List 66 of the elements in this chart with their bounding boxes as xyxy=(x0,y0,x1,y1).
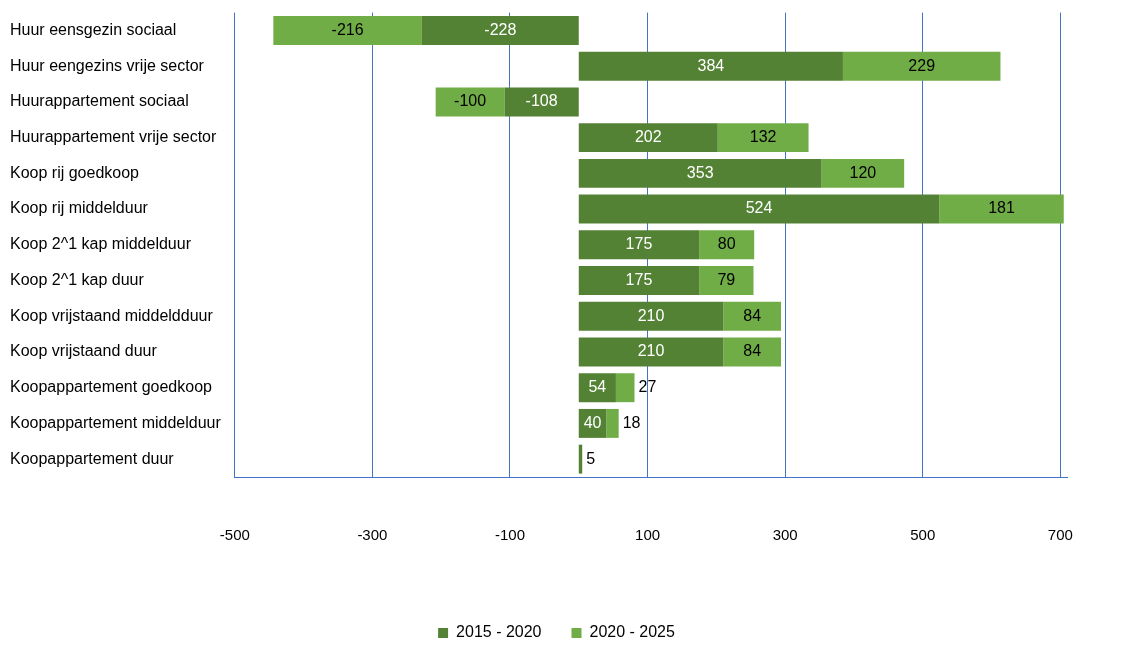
y-tick-label: Koop 2^1 kap duur xyxy=(10,270,145,288)
data-label: -216 xyxy=(331,20,364,38)
data-label: 40 xyxy=(583,413,602,431)
data-label: -228 xyxy=(484,20,517,38)
bar xyxy=(939,194,1064,224)
x-tick-label: 500 xyxy=(910,526,936,544)
bar xyxy=(699,230,755,260)
bar xyxy=(615,373,635,403)
y-tick-label: Koopappartement middelduur xyxy=(10,413,222,431)
data-label: 80 xyxy=(717,235,736,253)
data-label: 54 xyxy=(588,378,607,396)
legend-label: 2020 - 2025 xyxy=(589,623,676,641)
x-tick-label: 300 xyxy=(772,526,798,544)
y-tick-label: Koop rij goedkoop xyxy=(10,163,140,181)
bar xyxy=(578,51,843,81)
data-label: 210 xyxy=(637,306,665,324)
bar xyxy=(578,194,940,224)
bar xyxy=(273,15,422,45)
x-tick-label: -300 xyxy=(357,526,388,544)
bar xyxy=(578,158,822,188)
bar xyxy=(606,408,619,438)
data-label: 84 xyxy=(743,306,762,324)
data-label: 229 xyxy=(908,56,936,74)
x-tick-label: -100 xyxy=(494,526,525,544)
bar xyxy=(821,158,905,188)
x-tick-label: 700 xyxy=(1047,526,1073,544)
data-label: 353 xyxy=(686,163,714,181)
data-label: 132 xyxy=(749,128,777,146)
data-label: 524 xyxy=(745,199,773,217)
data-label: 384 xyxy=(697,56,725,74)
y-tick-label: Koopappartement goedkoop xyxy=(10,378,213,396)
bar xyxy=(842,51,1001,81)
y-tick-label: Koop vrijstaand middeldduur xyxy=(10,306,214,324)
data-label: 175 xyxy=(625,270,653,288)
bar xyxy=(578,266,700,295)
y-tick-label: Huur eengezins vrije sector xyxy=(10,56,205,74)
bar xyxy=(717,123,809,153)
data-label: 202 xyxy=(634,128,662,146)
y-tick-label: Koopappartement duur xyxy=(10,449,175,467)
bar xyxy=(578,123,718,153)
data-label: 175 xyxy=(625,235,653,253)
y-tick-label: Huurappartement sociaal xyxy=(10,92,189,110)
x-tick-label: 100 xyxy=(635,526,661,544)
bar xyxy=(504,87,579,117)
data-label: -100 xyxy=(454,92,487,110)
y-tick-label: Koop rij middelduur xyxy=(10,199,149,217)
bar xyxy=(723,301,782,331)
y-tick-label: Koop 2^1 kap middelduur xyxy=(10,235,192,253)
data-label: 210 xyxy=(637,342,665,360)
data-label: 120 xyxy=(849,163,877,181)
bar xyxy=(578,230,700,260)
legend-label: 2015 - 2020 xyxy=(456,623,542,641)
bar xyxy=(421,15,579,45)
bar xyxy=(578,301,724,331)
data-label: -108 xyxy=(525,92,558,110)
bar xyxy=(578,337,724,367)
y-tick-label: Huur eensgezin sociaal xyxy=(10,20,177,38)
y-tick-label: Huurappartement vrije sector xyxy=(10,128,217,146)
data-label: 5 xyxy=(586,449,596,467)
bar xyxy=(699,266,754,295)
data-label: 84 xyxy=(743,342,762,360)
data-label: 18 xyxy=(622,413,641,431)
data-label: 79 xyxy=(717,270,736,288)
y-tick-label: Koop vrijstaand duur xyxy=(10,342,158,360)
x-tick-label: -500 xyxy=(219,526,250,544)
data-label: 181 xyxy=(988,199,1015,217)
